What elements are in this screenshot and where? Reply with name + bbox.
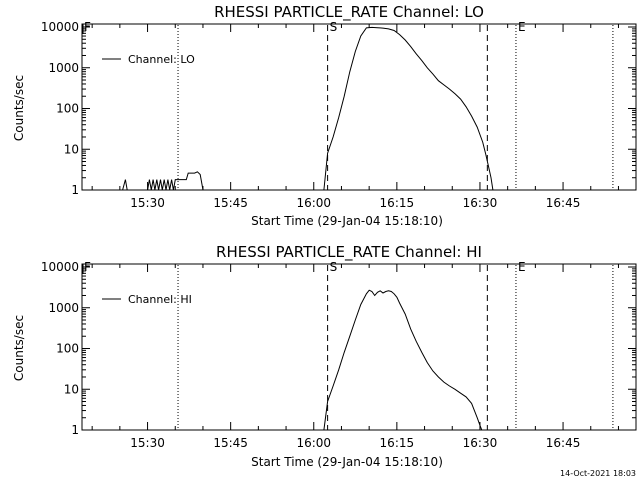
x-tick-label: 15:30 [130, 196, 165, 210]
x-tick-label: 16:45 [546, 436, 581, 450]
legend: Channel: LO [102, 53, 195, 66]
plot-frame [81, 23, 637, 191]
y-tick-label: 1000 [48, 61, 79, 75]
x-axis-label: Start Time (29-Jan-04 15:18:10) [251, 214, 443, 228]
x-tick-label: 16:00 [296, 436, 331, 450]
y-tick-label: 100 [56, 102, 79, 116]
series-line [323, 289, 483, 431]
series-line [147, 171, 204, 191]
y-tick-label: 10000 [41, 260, 79, 274]
chart-panel-hi: RHESSI PARTICLE_RATE Channel: HI Counts/… [12, 243, 637, 469]
series-line [122, 179, 128, 191]
y-tick-label: 10000 [41, 20, 79, 34]
x-tick-label: 16:15 [380, 196, 415, 210]
y-axis-label: Counts/sec [12, 315, 26, 381]
x-tick-label: 15:30 [130, 436, 165, 450]
marker-label: F [84, 20, 91, 34]
y-tick-label: 1 [71, 183, 79, 197]
y-axis-label: Counts/sec [12, 75, 26, 141]
chart-title: RHESSI PARTICLE_RATE Channel: HI [216, 243, 482, 262]
y-tick-label: 1 [71, 423, 79, 437]
legend-label: Channel: LO [128, 53, 195, 66]
x-tick-label: 16:45 [546, 196, 581, 210]
plot-frame [81, 263, 637, 431]
x-axis-label: Start Time (29-Jan-04 15:18:10) [251, 455, 443, 469]
x-tick-label: 15:45 [213, 196, 248, 210]
footer-timestamp: 14-Oct-2021 18:03 [560, 469, 636, 478]
y-tick-label: 100 [56, 342, 79, 356]
x-tick-label: 15:45 [213, 436, 248, 450]
marker-label: S [330, 20, 338, 34]
marker-label: S [330, 260, 338, 274]
x-tick-label: 16:30 [463, 196, 498, 210]
chart-panel-lo: RHESSI PARTICLE_RATE Channel: LO Counts/… [12, 3, 637, 228]
y-tick-label: 10 [64, 382, 79, 396]
legend: Channel: HI [102, 293, 192, 306]
chart-title: RHESSI PARTICLE_RATE Channel: LO [214, 3, 484, 22]
y-tick-label: 1000 [48, 301, 79, 315]
x-tick-label: 16:30 [463, 436, 498, 450]
y-tick-label: 10 [64, 142, 79, 156]
marker-label: F [84, 260, 91, 274]
x-tick-label: 16:15 [380, 436, 415, 450]
x-tick-label: 16:00 [296, 196, 331, 210]
legend-label: Channel: HI [128, 293, 192, 306]
marker-label: E [518, 20, 526, 34]
series-line [323, 26, 494, 191]
marker-label: E [518, 260, 526, 274]
